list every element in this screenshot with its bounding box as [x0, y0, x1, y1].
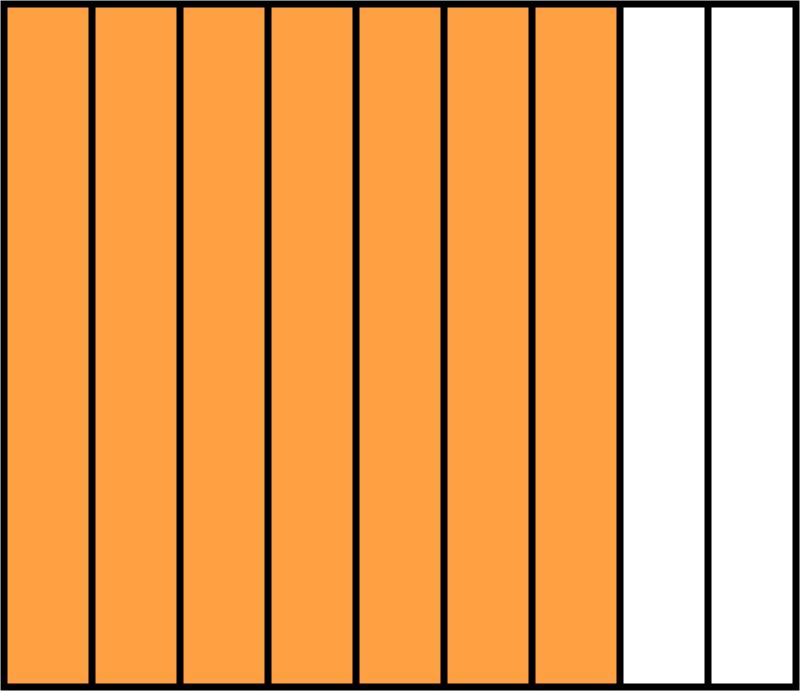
unshaded-segment [620, 4, 708, 687]
unshaded-segment [708, 4, 796, 687]
shaded-segment [180, 4, 268, 687]
shaded-segment [356, 4, 444, 687]
shaded-segment [4, 4, 92, 687]
shaded-segment [268, 4, 356, 687]
shaded-segment [444, 4, 532, 687]
shaded-segment [532, 4, 620, 687]
fraction-bar-segments [4, 4, 796, 687]
shaded-segment [92, 4, 180, 687]
fraction-bar-dividers [88, 4, 712, 687]
